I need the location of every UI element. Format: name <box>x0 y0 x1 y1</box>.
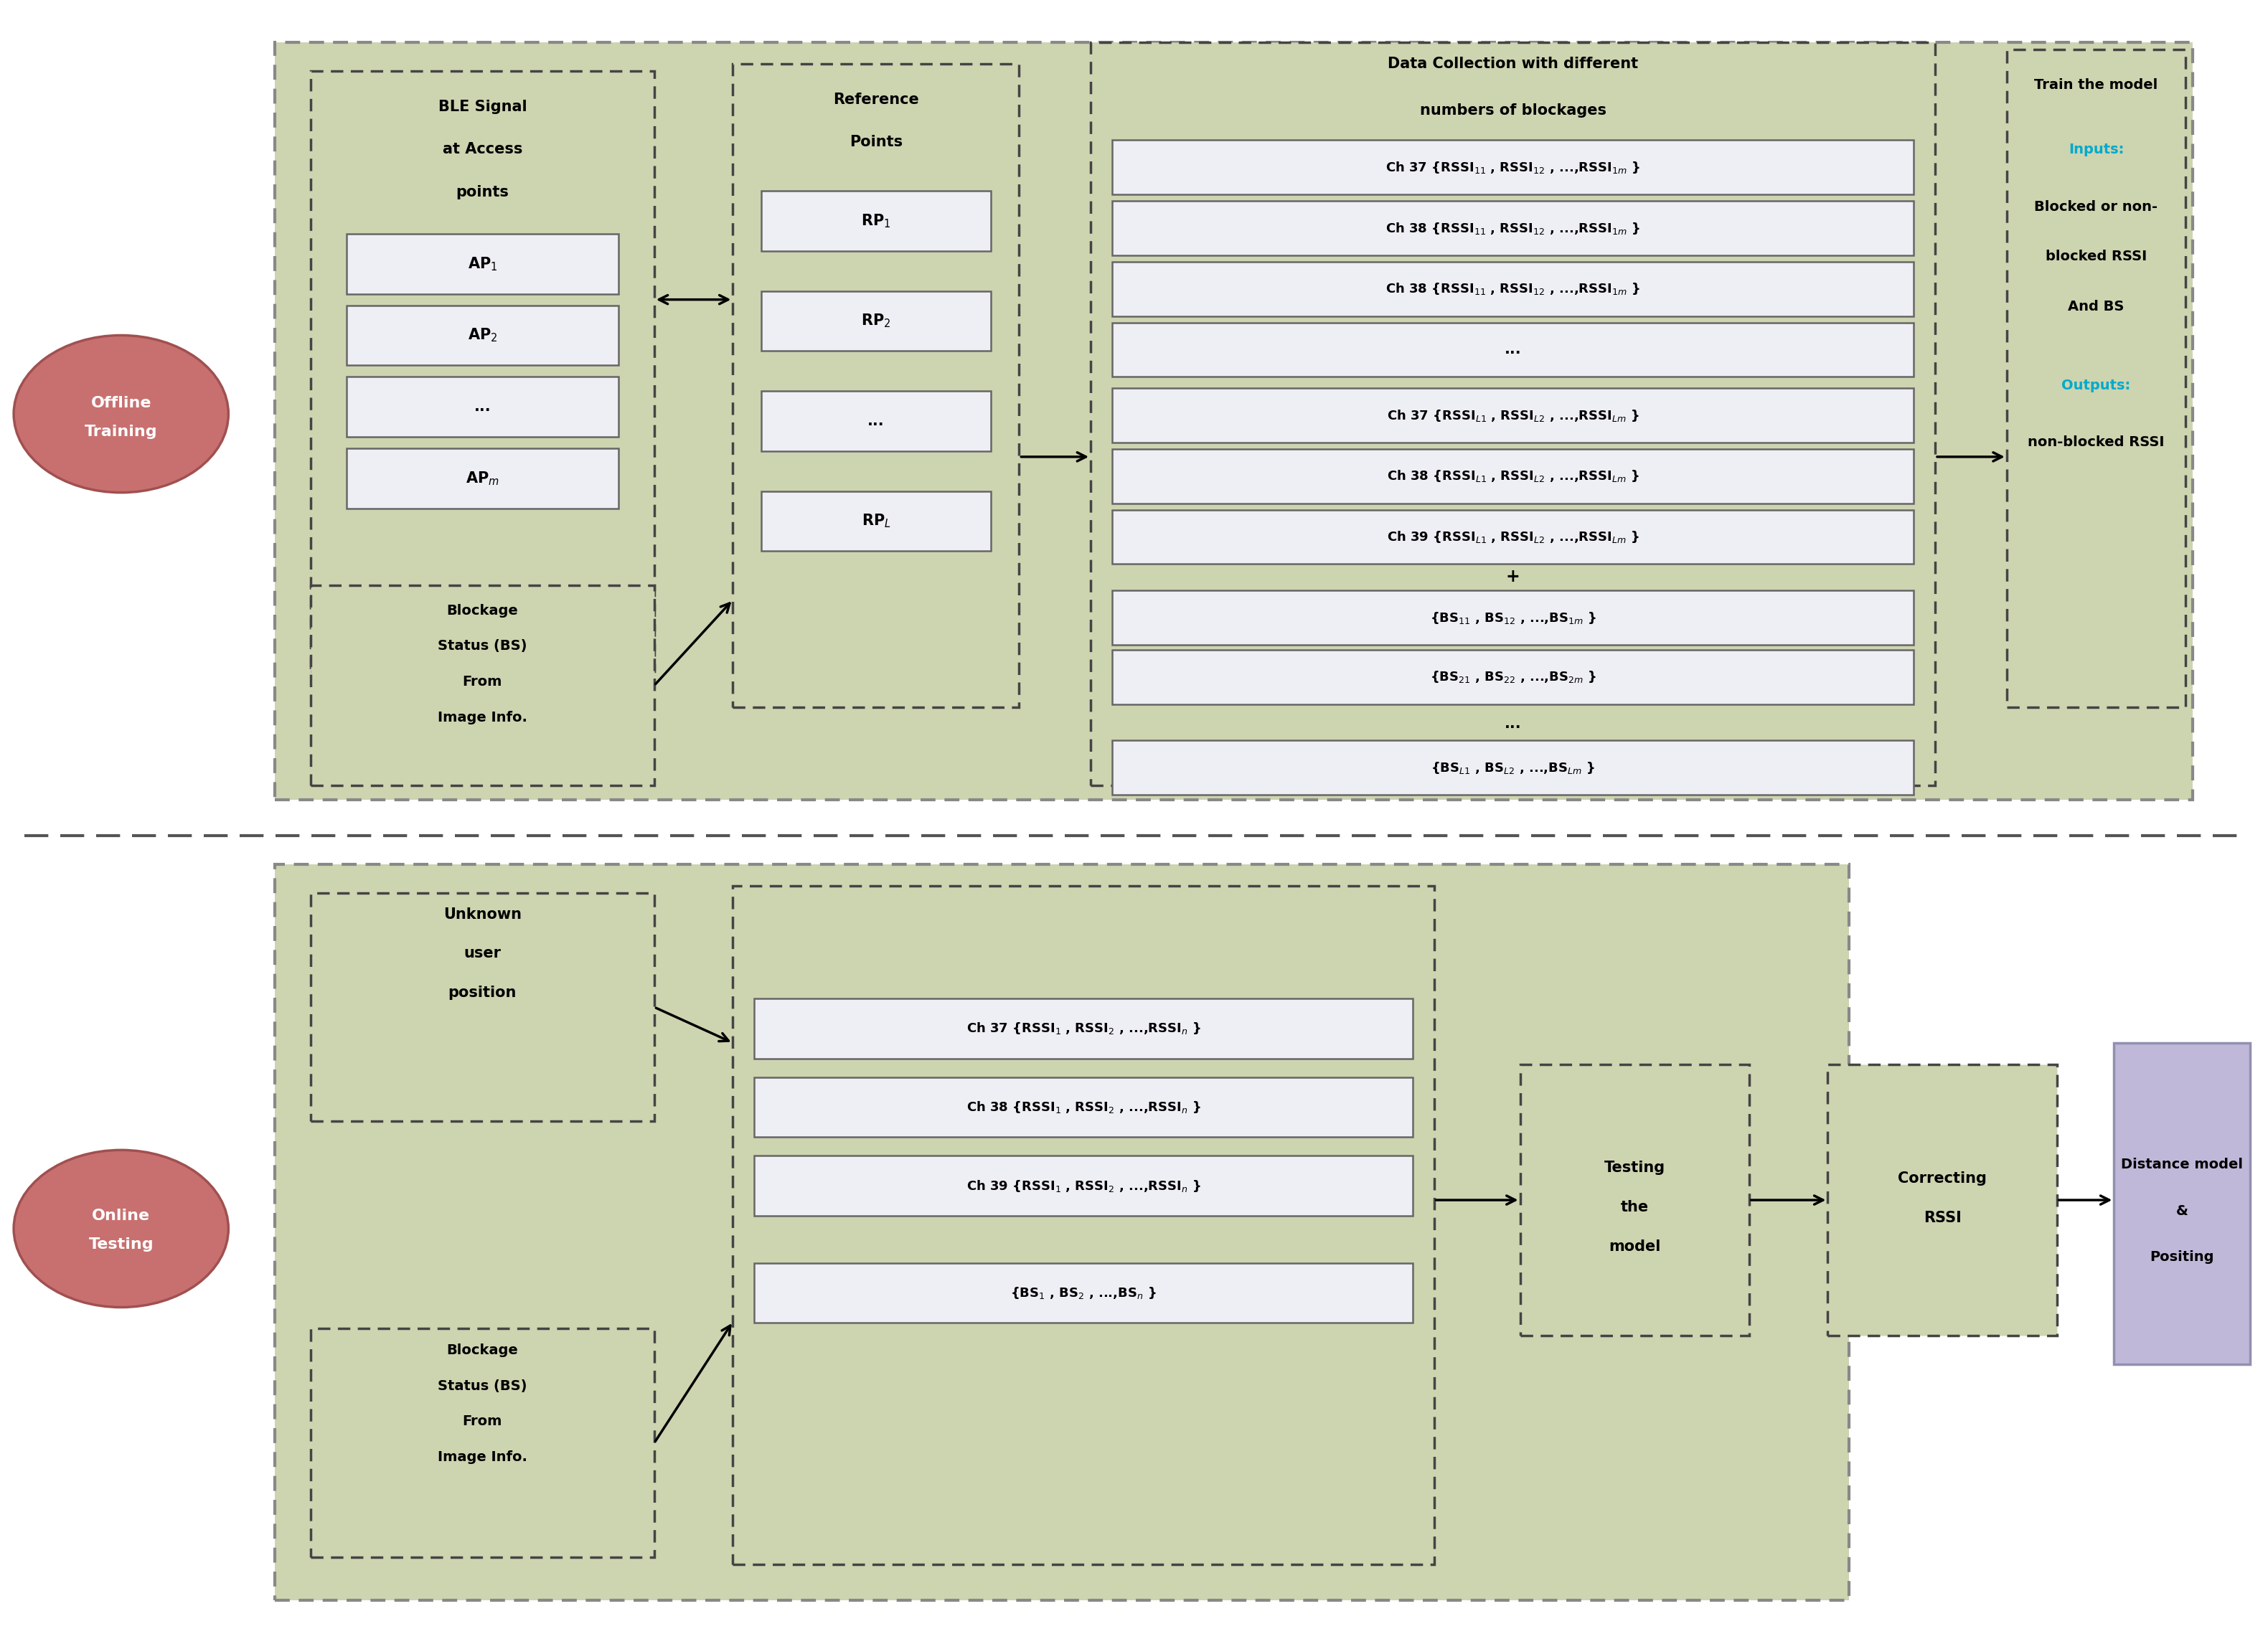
FancyBboxPatch shape <box>2114 1042 2250 1364</box>
Text: &: & <box>2175 1205 2189 1218</box>
Text: the: the <box>1622 1200 1649 1214</box>
Ellipse shape <box>14 336 229 493</box>
Text: non-blocked RSSI: non-blocked RSSI <box>2028 436 2164 449</box>
Text: AP$_m$: AP$_m$ <box>465 470 499 487</box>
Text: Ch 37 {RSSI$_{L1}$ , RSSI$_{L2}$ , ...,RSSI$_{Lm}$ }: Ch 37 {RSSI$_{L1}$ , RSSI$_{L2}$ , ...,R… <box>1386 408 1640 423</box>
FancyBboxPatch shape <box>1111 141 1914 195</box>
FancyBboxPatch shape <box>347 305 619 365</box>
Text: Image Info.: Image Info. <box>438 711 526 724</box>
Text: RP$_2$: RP$_2$ <box>862 313 891 329</box>
FancyBboxPatch shape <box>755 1264 1413 1323</box>
FancyBboxPatch shape <box>1111 510 1914 564</box>
Text: Testing: Testing <box>1603 1160 1665 1175</box>
FancyBboxPatch shape <box>1111 649 1914 705</box>
FancyBboxPatch shape <box>733 64 1018 706</box>
FancyBboxPatch shape <box>347 234 619 293</box>
FancyBboxPatch shape <box>311 585 653 785</box>
FancyBboxPatch shape <box>311 70 653 672</box>
Text: points: points <box>456 185 508 200</box>
Text: RP$_1$: RP$_1$ <box>862 213 891 229</box>
FancyBboxPatch shape <box>1111 449 1914 503</box>
Text: Image Info.: Image Info. <box>438 1451 526 1464</box>
Text: BLE Signal: BLE Signal <box>438 100 526 113</box>
Text: ...: ... <box>474 400 490 415</box>
Text: Training: Training <box>84 425 156 439</box>
Text: Ch 39 {RSSI$_{L1}$ , RSSI$_{L2}$ , ...,RSSI$_{Lm}$ }: Ch 39 {RSSI$_{L1}$ , RSSI$_{L2}$ , ...,R… <box>1386 529 1640 544</box>
Text: RSSI: RSSI <box>1923 1211 1962 1224</box>
Text: Positing: Positing <box>2150 1251 2214 1264</box>
FancyBboxPatch shape <box>762 292 991 351</box>
Text: Data Collection with different: Data Collection with different <box>1388 57 1637 70</box>
FancyBboxPatch shape <box>762 192 991 251</box>
Text: AP$_1$: AP$_1$ <box>467 256 497 272</box>
Text: Ch 37 {RSSI$_{11}$ , RSSI$_{12}$ , ...,RSSI$_{1m}$ }: Ch 37 {RSSI$_{11}$ , RSSI$_{12}$ , ...,R… <box>1386 161 1640 175</box>
Text: Train the model: Train the model <box>2034 79 2157 92</box>
Text: Correcting: Correcting <box>1898 1172 1987 1185</box>
Text: Distance model: Distance model <box>2121 1157 2243 1172</box>
Text: {BS$_{L1}$ , BS$_{L2}$ , ...,BS$_{Lm}$ }: {BS$_{L1}$ , BS$_{L2}$ , ...,BS$_{Lm}$ } <box>1431 760 1594 775</box>
Text: Points: Points <box>850 134 903 149</box>
FancyBboxPatch shape <box>1091 43 1935 785</box>
FancyBboxPatch shape <box>755 998 1413 1059</box>
Text: Online: Online <box>93 1208 150 1223</box>
Text: Testing: Testing <box>88 1237 154 1252</box>
Text: Reference: Reference <box>832 92 919 107</box>
Text: Ch 38 {RSSI$_{11}$ , RSSI$_{12}$ , ...,RSSI$_{1m}$ }: Ch 38 {RSSI$_{11}$ , RSSI$_{12}$ , ...,R… <box>1386 282 1640 297</box>
Text: blocked RSSI: blocked RSSI <box>2046 249 2148 264</box>
FancyBboxPatch shape <box>274 864 1848 1600</box>
FancyBboxPatch shape <box>755 1077 1413 1137</box>
Text: user: user <box>463 946 501 960</box>
Text: Ch 38 {RSSI$_1$ , RSSI$_2$ , ...,RSSI$_n$ }: Ch 38 {RSSI$_1$ , RSSI$_2$ , ...,RSSI$_n… <box>966 1100 1200 1115</box>
Text: Status (BS): Status (BS) <box>438 1378 526 1393</box>
Text: {BS$_1$ , BS$_2$ , ...,BS$_n$ }: {BS$_1$ , BS$_2$ , ...,BS$_n$ } <box>1012 1285 1157 1300</box>
Text: AP$_2$: AP$_2$ <box>467 326 497 344</box>
Text: From: From <box>463 1414 501 1429</box>
Text: Ch 38 {RSSI$_{L1}$ , RSSI$_{L2}$ , ...,RSSI$_{Lm}$ }: Ch 38 {RSSI$_{L1}$ , RSSI$_{L2}$ , ...,R… <box>1386 469 1640 484</box>
FancyBboxPatch shape <box>1111 262 1914 316</box>
Text: Inputs:: Inputs: <box>2068 143 2123 156</box>
FancyBboxPatch shape <box>347 377 619 438</box>
Text: ...: ... <box>869 415 885 428</box>
Text: model: model <box>1608 1239 1660 1254</box>
Text: RP$_L$: RP$_L$ <box>862 513 891 529</box>
Text: at Access: at Access <box>442 143 522 157</box>
FancyBboxPatch shape <box>733 885 1433 1565</box>
FancyBboxPatch shape <box>1111 741 1914 795</box>
FancyBboxPatch shape <box>755 1155 1413 1216</box>
FancyBboxPatch shape <box>2007 49 2186 706</box>
FancyBboxPatch shape <box>1111 388 1914 443</box>
FancyBboxPatch shape <box>347 447 619 508</box>
FancyBboxPatch shape <box>762 392 991 451</box>
Text: ...: ... <box>1504 343 1522 357</box>
FancyBboxPatch shape <box>1111 202 1914 256</box>
Text: And BS: And BS <box>2068 300 2125 313</box>
FancyBboxPatch shape <box>1111 323 1914 377</box>
FancyBboxPatch shape <box>1111 590 1914 644</box>
FancyBboxPatch shape <box>311 1329 653 1557</box>
Ellipse shape <box>14 1151 229 1308</box>
Text: Blockage: Blockage <box>447 603 517 618</box>
Text: +: + <box>1506 569 1520 585</box>
Text: {BS$_{21}$ , BS$_{22}$ , ...,BS$_{2m}$ }: {BS$_{21}$ , BS$_{22}$ , ...,BS$_{2m}$ } <box>1429 669 1597 685</box>
FancyBboxPatch shape <box>1828 1064 2057 1336</box>
FancyBboxPatch shape <box>274 43 2193 800</box>
FancyBboxPatch shape <box>311 893 653 1121</box>
FancyBboxPatch shape <box>762 492 991 551</box>
Text: Blocked or non-: Blocked or non- <box>2034 200 2157 213</box>
Text: Unknown: Unknown <box>442 906 522 921</box>
Text: {BS$_{11}$ , BS$_{12}$ , ...,BS$_{1m}$ }: {BS$_{11}$ , BS$_{12}$ , ...,BS$_{1m}$ } <box>1429 610 1597 624</box>
Text: Offline: Offline <box>91 397 152 410</box>
Text: Ch 38 {RSSI$_{11}$ , RSSI$_{12}$ , ...,RSSI$_{1m}$ }: Ch 38 {RSSI$_{11}$ , RSSI$_{12}$ , ...,R… <box>1386 221 1640 236</box>
Text: From: From <box>463 675 501 688</box>
Text: numbers of blockages: numbers of blockages <box>1420 103 1606 118</box>
FancyBboxPatch shape <box>1520 1064 1749 1336</box>
Text: Ch 39 {RSSI$_1$ , RSSI$_2$ , ...,RSSI$_n$ }: Ch 39 {RSSI$_1$ , RSSI$_2$ , ...,RSSI$_n… <box>966 1178 1200 1193</box>
Text: Outputs:: Outputs: <box>2062 379 2130 392</box>
Text: ...: ... <box>1504 716 1522 731</box>
Text: Ch 37 {RSSI$_1$ , RSSI$_2$ , ...,RSSI$_n$ }: Ch 37 {RSSI$_1$ , RSSI$_2$ , ...,RSSI$_n… <box>966 1021 1200 1036</box>
Text: Status (BS): Status (BS) <box>438 639 526 652</box>
Text: position: position <box>449 985 517 1000</box>
Text: Blockage: Blockage <box>447 1344 517 1357</box>
